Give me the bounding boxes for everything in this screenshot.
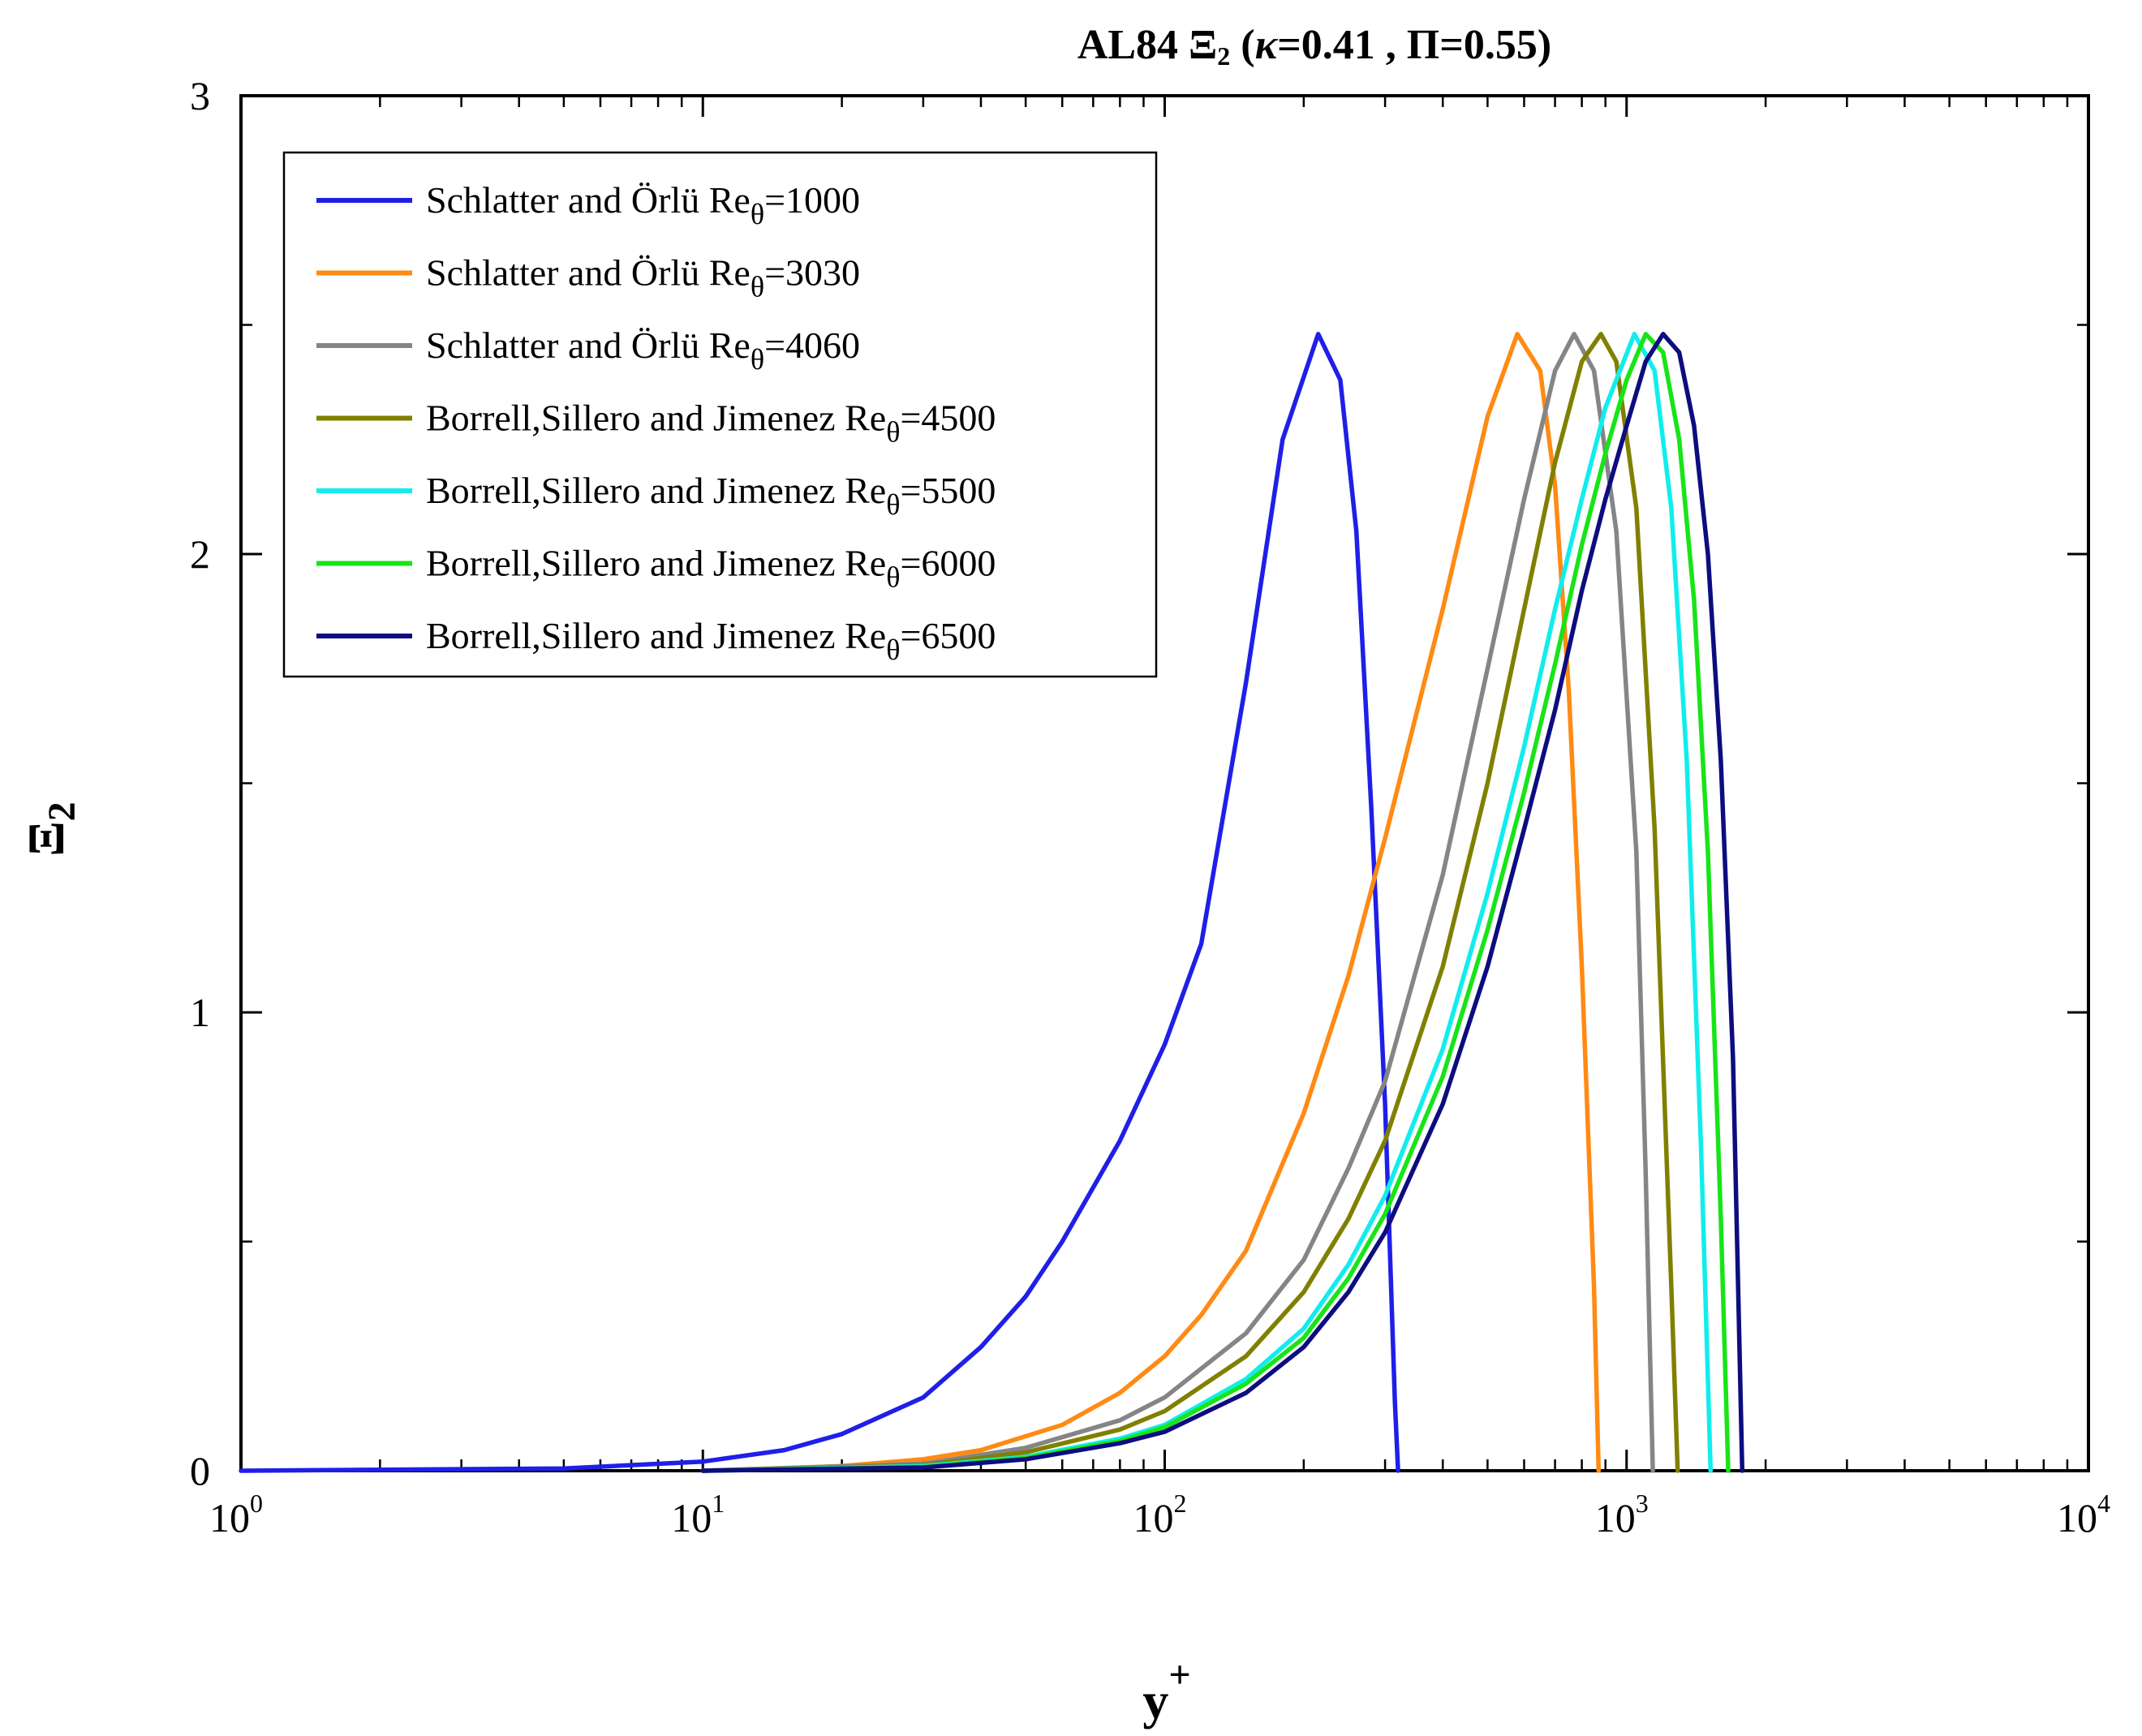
y-axis-ticks: 0 1 2 3	[190, 73, 2088, 1493]
x-tick-base: 10	[2057, 1495, 2097, 1540]
legend-label-subscript: θ	[886, 416, 900, 449]
legend-label-subscript: θ	[886, 488, 900, 521]
legend-box	[282, 151, 1158, 678]
x-axis-label-base: y	[1142, 1672, 1168, 1730]
x-tick-exponent: 2	[1174, 1489, 1187, 1518]
title-prefix: AL84 Ξ	[1077, 22, 1217, 68]
x-tick-base: 10	[1133, 1495, 1174, 1540]
legend-label-name: Borrell,Sillero and Jimenez Re	[426, 615, 886, 656]
x-tick-exponent: 1	[712, 1489, 725, 1518]
x-tick-label: 101	[671, 1489, 725, 1540]
x-tick-exponent: 0	[250, 1489, 263, 1518]
chart-title: AL84 Ξ2 (κ=0.41 , Π=0.55)	[1077, 22, 1551, 71]
x-axis-ticks: 100 101 102 103 104	[209, 96, 2110, 1540]
legend-label-name: Borrell,Sillero and Jimenez Re	[426, 397, 886, 439]
legend-label-re: =1000	[764, 179, 860, 221]
y-tick-label: 1	[190, 990, 210, 1035]
x-tick-label: 102	[1133, 1489, 1187, 1540]
legend-label-5: Borrell,Sillero and Jimenez Reθ=5500	[426, 470, 996, 521]
legend-label-2: Schlatter and Örlü Reθ=3030	[426, 252, 860, 303]
series-lines	[239, 332, 1745, 1473]
legend-label-subscript: θ	[886, 634, 900, 666]
title-params: =0.41 , Π=0.55)	[1277, 22, 1551, 68]
series-line-4	[700, 332, 1680, 1473]
legend-label-re: =6000	[900, 543, 996, 584]
x-axis-label-sup: +	[1168, 1653, 1190, 1696]
x-tick-base: 10	[209, 1495, 250, 1540]
title-kappa: κ	[1255, 22, 1279, 68]
y-tick-label: 0	[190, 1448, 210, 1493]
legend-label-name: Borrell,Sillero and Jimenez Re	[426, 543, 886, 584]
legend-label-subscript: θ	[751, 343, 764, 376]
legend-label-name: Schlatter and Örlü Re	[426, 252, 751, 294]
y-tick-label: 2	[190, 531, 210, 577]
x-tick-label: 100	[209, 1489, 263, 1540]
y-axis-label-base: Ξ	[17, 821, 75, 856]
legend-label-3: Schlatter and Örlü Reθ=4060	[426, 324, 860, 376]
legend-label-subscript: θ	[751, 271, 764, 303]
legend-label-subscript: θ	[886, 561, 900, 594]
x-tick-label: 103	[1595, 1489, 1649, 1540]
legend-label-name: Schlatter and Örlü Re	[426, 324, 751, 366]
legend-label-1: Schlatter and Örlü Reθ=1000	[426, 179, 860, 230]
legend-label-6: Borrell,Sillero and Jimenez Reθ=6000	[426, 543, 996, 594]
legend-label-re: =4060	[764, 324, 860, 366]
x-tick-base: 10	[1595, 1495, 1636, 1540]
svg-text:Ξ2: Ξ2	[17, 801, 84, 856]
legend-label-subscript: θ	[751, 198, 764, 230]
series-line-6	[700, 332, 1731, 1473]
x-axis-label: y+	[1142, 1653, 1190, 1730]
legend-label-7: Borrell,Sillero and Jimenez Reθ=6500	[426, 615, 996, 666]
y-tick-label: 3	[190, 73, 210, 118]
x-tick-label: 104	[2057, 1489, 2110, 1540]
legend-label-4: Borrell,Sillero and Jimenez Reθ=4500	[426, 397, 996, 449]
x-tick-exponent: 4	[2097, 1489, 2110, 1518]
x-tick-exponent: 3	[1636, 1489, 1649, 1518]
series-line-1	[239, 332, 1400, 1473]
legend-label-re: =5500	[900, 470, 996, 511]
legend-label-re: =4500	[900, 397, 996, 439]
series-line-7	[700, 332, 1745, 1473]
legend-label-name: Schlatter and Örlü Re	[426, 179, 751, 221]
legend-label-name: Borrell,Sillero and Jimenez Re	[426, 470, 886, 511]
y-axis-label: Ξ2	[17, 801, 84, 856]
y-axis-label-sub: 2	[41, 801, 84, 821]
title-sub: 2	[1217, 41, 1230, 71]
legend-label-re: =3030	[764, 252, 860, 294]
legend-label-re: =6500	[900, 615, 996, 656]
x-tick-base: 10	[671, 1495, 712, 1540]
series-line-3	[700, 332, 1655, 1473]
title-open-paren: (	[1230, 22, 1254, 68]
